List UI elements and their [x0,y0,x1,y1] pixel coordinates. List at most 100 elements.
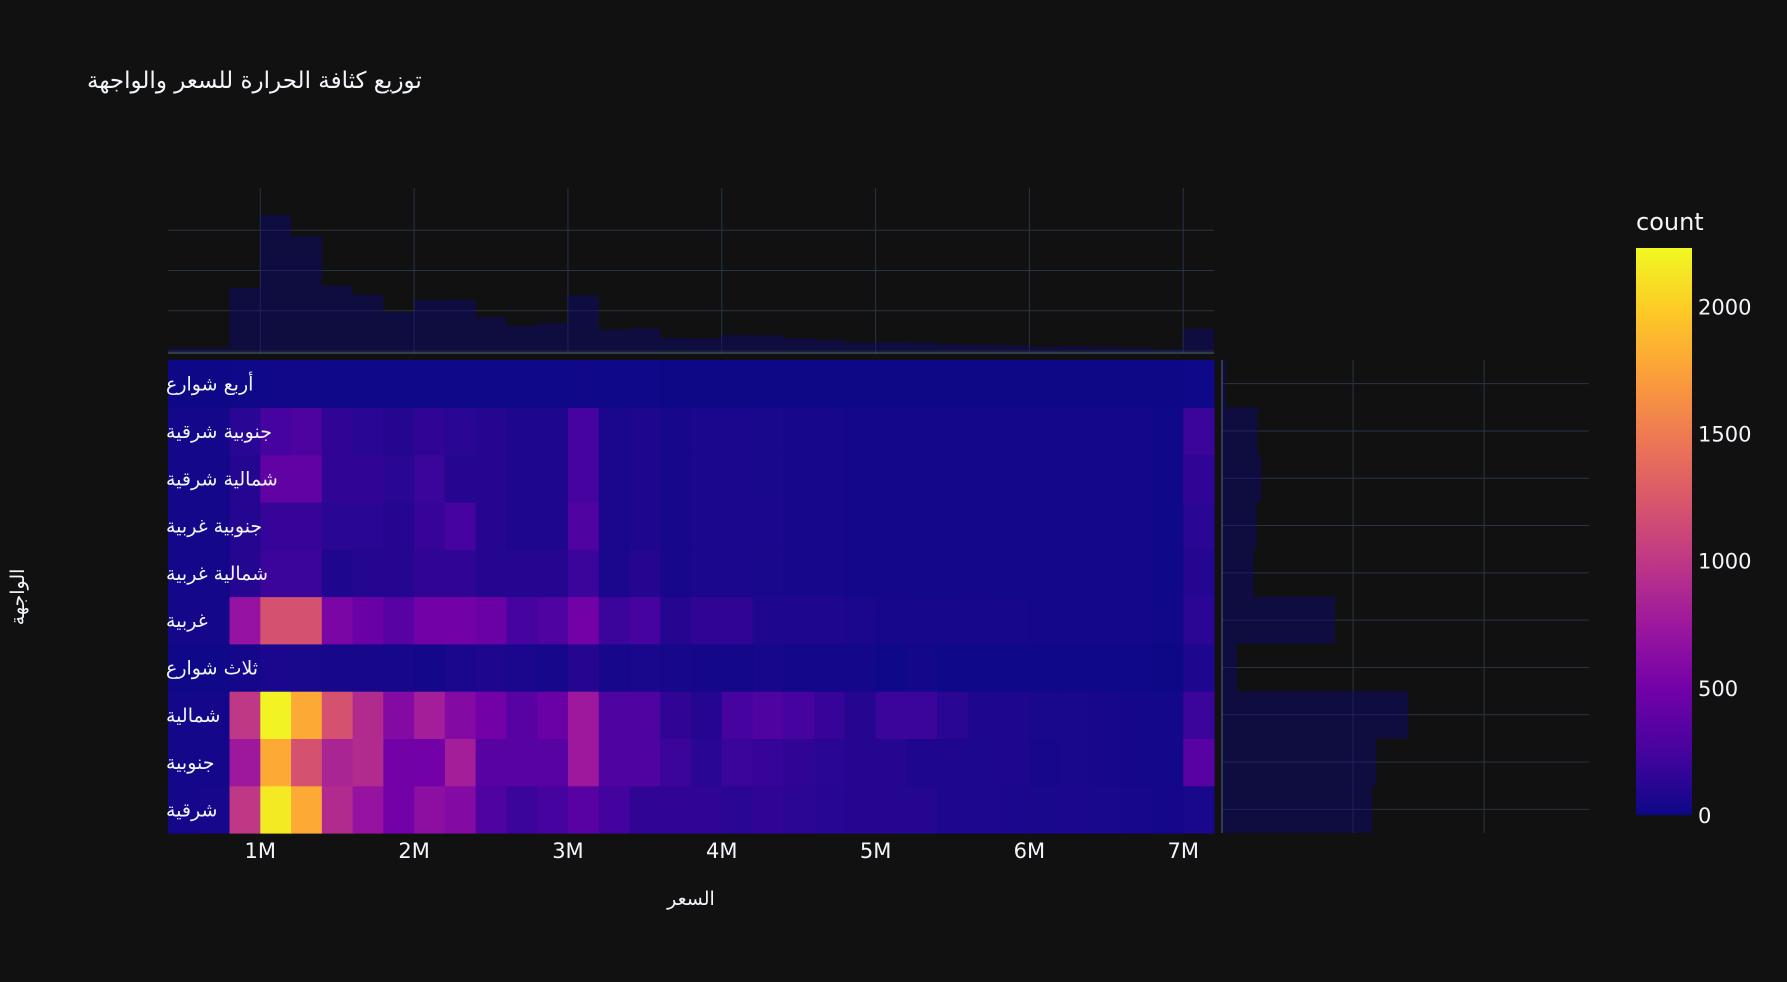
y-axis-ticks: شرقية جنوبية شمالية ثلاث شوارع غربية شمالية غ… [166,372,278,822]
colorbar-gradient [1636,248,1692,815]
heatmap-cell [906,501,938,550]
heatmap-cell [967,785,1000,834]
heatmap-cell [598,407,631,456]
heatmap-cell [629,501,661,550]
heatmap-cell [875,549,907,598]
marginal-y-bar [1222,454,1262,502]
marginal-x-bar [260,214,292,351]
heatmap-cell [229,501,261,550]
heatmap-cell [567,549,600,598]
heatmap-cell [598,596,631,645]
heatmap-cell [1152,501,1184,550]
heatmap-cell [198,785,231,834]
x-tick-label: 7M [1167,839,1198,863]
marginal-x-bar [629,328,661,351]
heatmap-cell [629,407,661,456]
heatmap-cell [783,407,815,456]
heatmap-cell [506,691,538,739]
heatmap-cell [844,643,877,692]
marginal-x-bar [937,344,968,351]
heatmap-cell [660,785,692,834]
heatmap-cell [752,360,784,408]
heatmap-cell [660,407,692,456]
heatmap-cell [691,407,723,456]
heatmap-cell [506,738,538,787]
heatmap-cell [475,596,508,645]
heatmap-cell [752,785,784,834]
x-tick-label: 5M [860,839,891,863]
heatmap-cell [352,454,384,503]
heatmap-cell [814,643,846,692]
heatmap-cell [414,454,446,503]
marginal-x-bar [291,236,322,351]
heatmap-cell [1121,501,1154,550]
marginal-x-bar [383,312,415,351]
heatmap-cell [1090,785,1123,834]
heatmap-cell [906,643,938,692]
heatmap-cell [1029,501,1061,550]
heatmap-cell [906,785,938,834]
marginal-y-bar [1222,785,1373,833]
marginal-x-bar [814,340,845,351]
heatmap-cell [291,691,323,739]
heatmap-cell [198,549,231,598]
heatmap-cell [1060,407,1092,456]
colorbar-ticks: 0 500 1000 1500 2000 [1698,295,1751,828]
heatmap-cell [1183,407,1215,456]
heatmap-cell [1152,596,1184,645]
heatmap-cell [352,501,384,550]
heatmap-cell [414,596,446,645]
y-category-label: جنوبية غربية [166,516,262,538]
heatmap-cell [537,501,569,550]
heatmap-cell [1029,407,1061,456]
heatmap-cell [168,691,200,739]
heatmap-cell [506,785,538,834]
marginal-x-histogram [168,188,1214,354]
heatmap-cell [691,596,723,645]
heatmap-cell [629,596,661,645]
heatmap-cell [875,501,907,550]
heatmap-cell [875,691,907,739]
y-category-label: شرقية [166,799,217,821]
heatmap-cell [291,407,323,456]
heatmap-cell [229,454,261,503]
heatmap-cell [291,501,323,550]
heatmap-cell [1029,785,1061,834]
heatmap-cell [1060,501,1092,550]
heatmap-cell [444,738,477,787]
marginal-x-bar [506,325,538,351]
heatmap-cell [198,360,231,408]
heatmap-cell [998,501,1031,550]
marginal-y-histogram [1221,360,1589,833]
marginal-x-bar [168,347,199,351]
heatmap-cell [660,454,692,503]
heatmap-cell [260,549,292,598]
heatmap-cell [506,454,538,503]
heatmap-cell [844,407,877,456]
heatmap-cell [1090,360,1123,408]
heatmap-cell [629,454,661,503]
heatmap-cell [783,643,815,692]
heatmap-cell [691,454,723,503]
heatmap-cell [1060,738,1092,787]
heatmap-cell [321,785,354,834]
heatmap-cell [814,360,846,408]
heatmap-cell [475,407,508,456]
heatmap-cell [967,691,1000,739]
heatmap-cell [198,596,231,645]
heatmap-cell [383,785,415,834]
marginal-x-bar [198,347,230,351]
heatmap-cell [475,501,508,550]
heatmap-cell [260,738,292,787]
heatmap-cell [1183,785,1215,834]
heatmap-cell [967,501,1000,550]
heatmap-cell [291,785,323,834]
heatmap-cell [537,691,569,739]
heatmap-cell [291,549,323,598]
marginal-x-bar [998,345,1030,351]
heatmap-cell [875,407,907,456]
heatmap-cell [1121,549,1154,598]
y-axis-title: الواجهة [7,569,29,626]
heatmap-cell [660,738,692,787]
